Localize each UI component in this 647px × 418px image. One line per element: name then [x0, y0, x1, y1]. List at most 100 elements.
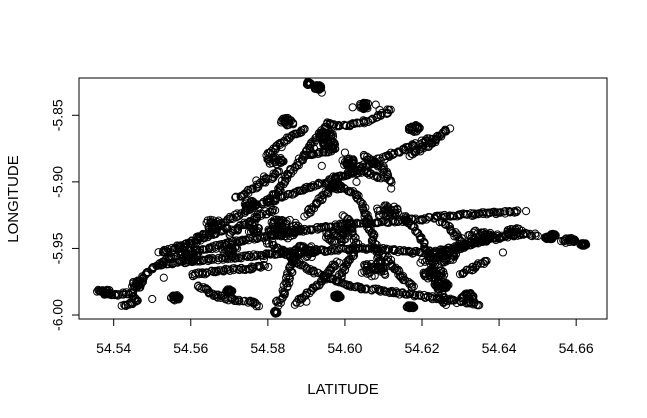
data-point — [198, 268, 207, 277]
data-point — [343, 159, 352, 168]
data-point — [390, 149, 399, 158]
data-point — [232, 244, 242, 253]
data-point — [481, 257, 490, 266]
data-point — [214, 216, 223, 225]
data-point — [360, 267, 369, 276]
data-point — [252, 176, 261, 185]
data-point — [578, 239, 587, 248]
data-point — [259, 254, 269, 264]
data-point — [264, 262, 273, 272]
data-point — [311, 82, 320, 91]
data-point — [306, 286, 315, 296]
data-point — [248, 219, 257, 229]
data-point — [387, 184, 396, 193]
data-point — [197, 284, 206, 293]
data-point — [321, 275, 331, 284]
data-point — [251, 252, 261, 261]
data-point — [449, 251, 458, 260]
data-point — [376, 264, 385, 273]
data-point — [294, 250, 303, 259]
data-point — [241, 251, 251, 260]
data-point — [278, 294, 287, 303]
data-point — [209, 255, 218, 264]
data-point — [246, 227, 256, 236]
y-tick-label: -5.95 — [50, 232, 66, 264]
x-tick-label: 54.56 — [173, 340, 208, 356]
data-point — [332, 277, 341, 286]
data-point — [410, 223, 419, 232]
data-point — [230, 210, 240, 219]
data-point — [272, 308, 281, 317]
data-point — [337, 238, 346, 247]
data-point — [387, 206, 396, 215]
data-point — [148, 294, 157, 304]
data-point — [373, 173, 382, 182]
data-point — [384, 245, 394, 254]
data-point — [194, 251, 203, 260]
data-point — [294, 154, 303, 163]
data-point — [174, 245, 183, 254]
data-point — [500, 207, 509, 216]
data-point — [224, 288, 233, 297]
y-axis-title: LONGITUDE — [5, 155, 22, 243]
data-point — [228, 244, 237, 253]
data-point — [275, 157, 284, 167]
x-axis: 54.54 54.56 54.58 54.60 54.62 54.64 54.66 — [96, 318, 594, 356]
data-point — [452, 298, 461, 308]
data-point — [420, 272, 429, 281]
data-point — [273, 298, 282, 307]
data-point — [277, 156, 287, 165]
data-point — [291, 226, 301, 235]
data-point — [268, 172, 277, 181]
data-point — [213, 267, 222, 276]
data-point — [549, 230, 559, 239]
data-point — [271, 307, 280, 316]
data-point — [330, 138, 339, 148]
data-point — [265, 159, 275, 168]
data-point — [284, 114, 293, 123]
data-point — [286, 232, 295, 241]
data-point — [376, 287, 385, 296]
data-point — [264, 174, 273, 184]
data-point — [228, 286, 237, 296]
data-point — [373, 206, 383, 216]
x-tick-label: 54.62 — [404, 340, 439, 356]
data-point — [329, 172, 338, 181]
data-point — [205, 254, 214, 263]
data-point — [363, 269, 372, 278]
data-point — [336, 292, 345, 302]
data-point — [359, 101, 368, 110]
data-point — [439, 298, 448, 307]
data-point — [294, 294, 303, 304]
data-point — [315, 81, 324, 90]
data-point — [371, 171, 381, 180]
data-point — [469, 228, 478, 237]
data-point — [322, 228, 331, 237]
y-tick-label: -5.85 — [50, 99, 66, 131]
data-point — [405, 124, 415, 133]
data-point — [154, 248, 163, 257]
x-tick-label: 54.64 — [482, 340, 517, 356]
data-point — [321, 148, 330, 157]
data-point — [233, 209, 242, 218]
data-point — [263, 155, 273, 164]
data-point — [243, 252, 252, 261]
data-point — [462, 242, 471, 251]
data-point — [477, 228, 486, 237]
data-point — [317, 161, 326, 170]
data-point — [411, 290, 420, 299]
data-point — [384, 218, 393, 227]
data-point — [387, 178, 396, 187]
data-point — [393, 248, 403, 257]
data-point — [235, 297, 244, 306]
data-point — [411, 122, 420, 131]
data-point — [272, 297, 281, 306]
data-point — [219, 225, 228, 235]
data-point — [341, 280, 350, 289]
data-point — [476, 232, 485, 241]
data-point — [293, 249, 302, 258]
data-point — [246, 223, 256, 232]
data-point — [202, 284, 211, 293]
data-point — [389, 289, 398, 298]
data-point — [387, 286, 396, 296]
